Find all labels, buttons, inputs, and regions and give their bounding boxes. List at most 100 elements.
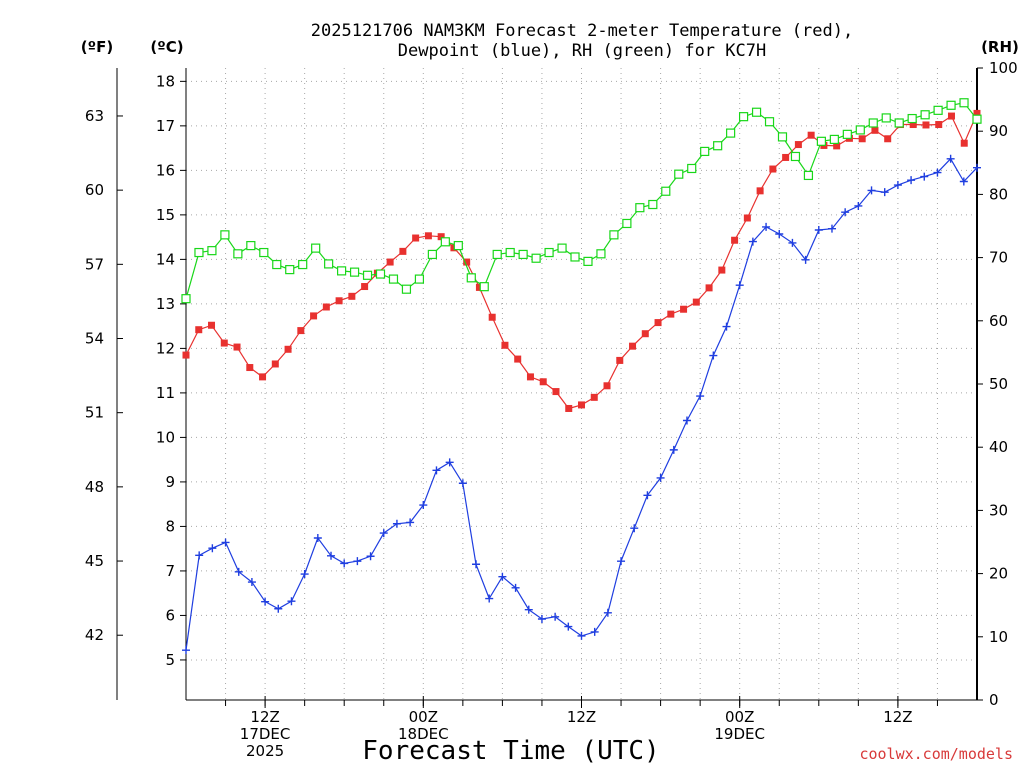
x-tick-label: 19DEC <box>714 725 765 743</box>
rh-point <box>855 125 865 135</box>
dewpoint-point <box>208 544 217 553</box>
rh-point <box>388 274 399 284</box>
rh-point <box>466 273 476 283</box>
dewpoint-point <box>682 416 691 425</box>
chart-title-line-2: Dewpoint (blue), RH (green) for KC7H <box>398 41 766 61</box>
rh-point <box>220 230 230 240</box>
rh-point <box>233 249 243 259</box>
2-meter-temperature-point <box>526 373 534 381</box>
2-meter-temperature-point <box>616 356 624 364</box>
2-meter-temperature-point <box>833 142 841 150</box>
2-meter-temperature-point <box>680 305 688 313</box>
rh-tick-label: 90 <box>989 122 1008 140</box>
x-tick-label: 00Z <box>725 708 754 726</box>
dewpoint-point <box>854 201 863 210</box>
chart-title-line-1: 2025121706 NAM3KM Forecast 2-meter Tempe… <box>311 21 853 41</box>
2-meter-temperature-point <box>782 153 790 161</box>
2-meter-temperature-point <box>654 319 662 327</box>
rh-point <box>700 146 710 157</box>
dewpoint-point <box>788 238 797 247</box>
2-meter-temperature-point <box>386 258 394 266</box>
dewpoint-point <box>762 222 771 231</box>
rh-point <box>829 134 839 145</box>
dewpoint-point <box>867 186 876 195</box>
2-meter-temperature-point <box>475 283 483 291</box>
rh-point <box>972 114 982 124</box>
dewpoint-point <box>340 559 349 568</box>
x-tick-label: 17DEC <box>240 725 291 743</box>
2-meter-temperature-point <box>718 266 726 274</box>
dewpoint-point <box>472 560 481 569</box>
rh-point <box>453 240 463 251</box>
rh-point <box>726 128 736 138</box>
rh-point <box>427 249 437 260</box>
rh-tick-label: 100 <box>989 59 1018 77</box>
dewpoint-point <box>946 154 955 163</box>
rh-point <box>207 246 217 256</box>
2-meter-temperature-point <box>578 401 585 409</box>
dewpoint-point <box>287 597 296 606</box>
rh-point <box>414 274 425 284</box>
rh-point <box>272 259 282 270</box>
2-meter-temperature-point <box>182 351 190 359</box>
2-meter-temperature-series <box>182 109 981 412</box>
2-meter-temperature-point <box>412 234 420 242</box>
celsius-tick-label: 16 <box>156 161 175 179</box>
2-meter-temperature-point <box>973 109 981 117</box>
x-axis-title: Forecast Time (UTC) <box>362 736 659 766</box>
2-meter-temperature-point <box>756 187 764 195</box>
2-meter-temperature-point <box>871 126 879 134</box>
fahrenheit-tick-label: 57 <box>85 255 104 273</box>
rh-tick-label: 60 <box>989 312 1008 330</box>
dewpoint-point <box>485 594 494 603</box>
dewpoint-point <box>537 614 546 623</box>
2-meter-temperature-point <box>692 298 700 306</box>
dewpoint-point <box>182 646 190 655</box>
dewpoint-point <box>920 172 929 181</box>
rh-point <box>933 105 943 115</box>
rh-tick-label: 40 <box>989 438 1008 456</box>
2-meter-temperature-point <box>208 321 216 329</box>
rh-point <box>894 118 904 128</box>
celsius-tick-label: 15 <box>156 206 175 224</box>
2-meter-temperature-point <box>220 339 228 347</box>
dewpoint-point <box>880 188 889 197</box>
celsius-unit-label: (ºC) <box>150 38 183 56</box>
fahrenheit-tick-label: 42 <box>85 626 104 644</box>
rh-point <box>764 117 775 127</box>
dewpoint-point <box>313 533 322 542</box>
dewpoint-point <box>696 392 705 401</box>
rh-point <box>285 265 295 275</box>
x-tick-label: 12Z <box>250 708 279 726</box>
gridlines <box>186 68 977 700</box>
dewpoint-point <box>498 572 507 581</box>
rh-point <box>492 249 502 260</box>
celsius-tick-label: 11 <box>156 384 175 402</box>
rh-series <box>181 98 982 304</box>
dewpoint-point <box>366 552 375 561</box>
celsius-tick-label: 5 <box>165 651 175 669</box>
rh-point <box>479 282 489 292</box>
2-meter-temperature-point <box>271 360 279 368</box>
rh-point <box>959 98 969 108</box>
rh-point <box>687 163 697 174</box>
rh-point <box>349 267 360 277</box>
dewpoint-point <box>814 226 823 235</box>
x-tick-label: 18DEC <box>398 725 449 743</box>
dewpoint-series <box>182 154 981 655</box>
rh-point <box>609 230 619 240</box>
celsius-tick-label: 8 <box>165 517 175 535</box>
2-meter-temperature-point <box>603 382 611 390</box>
rh-point <box>635 203 645 213</box>
dewpoint-point <box>775 230 784 239</box>
rh-point <box>622 218 632 229</box>
rh-point <box>842 129 852 139</box>
celsius-tick-label: 9 <box>165 473 175 491</box>
rh-point <box>311 243 321 253</box>
rh-point <box>648 199 658 210</box>
rh-tick-label: 10 <box>989 628 1008 646</box>
dewpoint-point <box>419 501 428 510</box>
dewpoint-point <box>353 557 362 566</box>
celsius-tick-label: 14 <box>156 250 175 268</box>
fahrenheit-tick-label: 63 <box>85 107 104 125</box>
